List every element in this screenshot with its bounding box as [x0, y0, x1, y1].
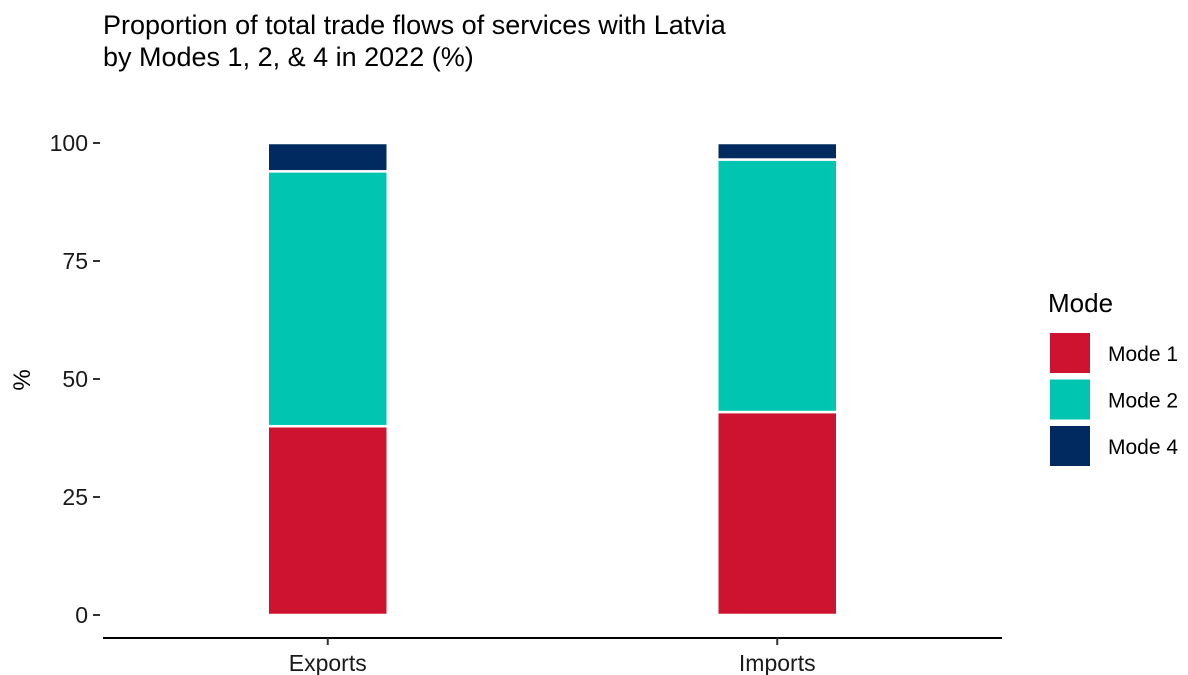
x-tick-label: Exports	[289, 650, 367, 675]
legend-item: Mode 1	[1050, 333, 1178, 373]
bar-imports-mode-4	[716, 141, 839, 161]
x-tick-label: Imports	[739, 650, 816, 675]
plot-area	[266, 141, 839, 617]
y-tick-label: 25	[62, 484, 88, 510]
chart-subtitle: by Modes 1, 2, & 4 in 2022 (%)	[103, 42, 474, 72]
y-tick-label: 100	[50, 130, 88, 156]
y-tick-label: 50	[62, 366, 88, 392]
bar-exports-mode-1	[266, 424, 389, 617]
bar-exports-mode-4	[266, 141, 389, 173]
bar-imports-mode-1	[716, 410, 839, 617]
bar-exports-mode-2	[266, 170, 389, 428]
y-tick-label: 0	[75, 602, 88, 628]
chart-title: Proportion of total trade flows of servi…	[103, 10, 727, 40]
y-axis-title: %	[9, 369, 36, 390]
legend-item: Mode 2	[1050, 379, 1178, 420]
legend-item: Mode 4	[1050, 426, 1178, 466]
legend-label: Mode 2	[1108, 390, 1178, 413]
bar-imports-mode-2	[716, 158, 839, 414]
legend-swatch	[1050, 379, 1090, 420]
x-axis: Exports Imports	[103, 637, 1002, 675]
y-axis: 0 25 50 75 100	[50, 130, 100, 628]
legend-label: Mode 4	[1108, 436, 1178, 459]
legend-swatch	[1050, 333, 1090, 373]
legend-swatch	[1050, 426, 1090, 466]
y-tick-label: 75	[62, 248, 88, 274]
legend: Mode Mode 1 Mode 2 Mode 4	[1048, 288, 1178, 466]
legend-label: Mode 1	[1108, 343, 1178, 366]
legend-title: Mode	[1048, 288, 1113, 318]
